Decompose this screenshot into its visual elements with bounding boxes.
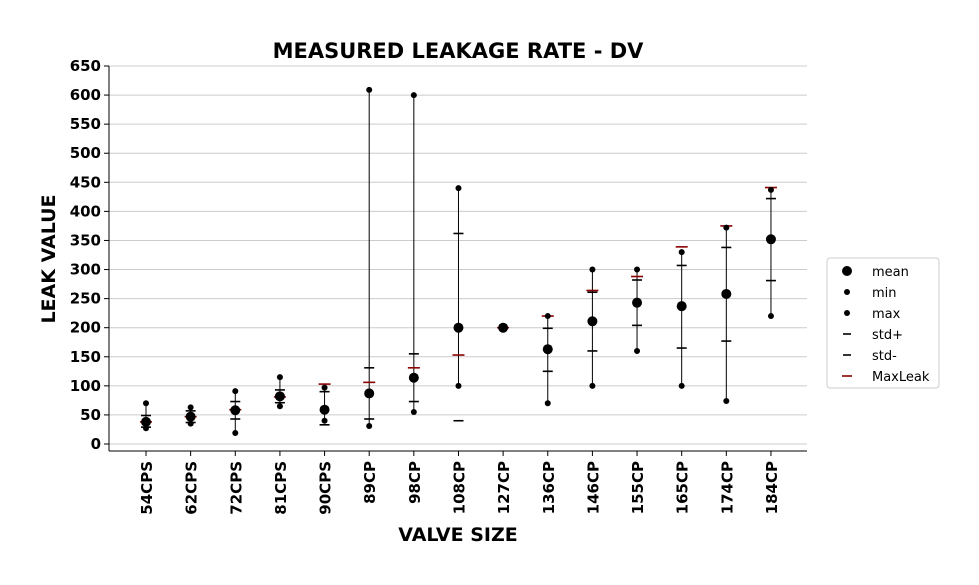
mean-point bbox=[676, 301, 687, 312]
legend-marker-max bbox=[844, 310, 850, 316]
x-axis-label: VALVE SIZE bbox=[398, 524, 517, 546]
x-tick-label: 54CPS bbox=[138, 461, 156, 515]
mean-point bbox=[141, 416, 151, 427]
x-tick-label: 146CP bbox=[584, 461, 602, 514]
max-point bbox=[276, 374, 283, 381]
mean-point bbox=[364, 388, 375, 399]
x-tick-label: 136CP bbox=[540, 461, 558, 514]
max-point bbox=[366, 86, 373, 93]
min-point bbox=[187, 420, 194, 427]
y-tick-label: 600 bbox=[70, 86, 101, 104]
legend-marker-mean bbox=[842, 266, 852, 276]
max-point bbox=[544, 313, 551, 320]
mean-point bbox=[587, 316, 598, 327]
legend: mean min max std+ std- MaxLeak bbox=[826, 257, 940, 389]
mean-point bbox=[319, 404, 330, 415]
x-tick-label: 62CPS bbox=[183, 461, 201, 515]
min-point bbox=[232, 429, 239, 436]
x-tick-label: 108CP bbox=[450, 461, 468, 514]
y-axis-ticks: 0 50 100 150 200 250 300 350 400 450 500 550 600 650 bbox=[70, 57, 109, 453]
min-point bbox=[321, 417, 328, 424]
max-point bbox=[723, 224, 730, 231]
max-point bbox=[634, 266, 641, 273]
y-tick-label: 150 bbox=[70, 348, 101, 366]
min-point bbox=[455, 382, 462, 389]
y-tick-label: 50 bbox=[80, 406, 101, 424]
x-tick-label: 127CP bbox=[495, 461, 513, 514]
mean-point bbox=[230, 405, 241, 416]
legend-label: std- bbox=[872, 349, 897, 364]
min-point bbox=[366, 422, 373, 429]
y-tick-label: 500 bbox=[70, 144, 101, 162]
legend-marker-min bbox=[844, 289, 850, 295]
max-point bbox=[143, 400, 149, 407]
max-point bbox=[187, 404, 194, 411]
y-tick-label: 650 bbox=[70, 57, 101, 75]
x-tick-label: 184CP bbox=[763, 461, 781, 514]
legend-label: std+ bbox=[872, 328, 903, 343]
min-point bbox=[634, 347, 641, 354]
y-tick-label: 550 bbox=[70, 115, 101, 133]
mean-point bbox=[721, 288, 732, 299]
legend-label: max bbox=[872, 307, 901, 322]
legend-label: min bbox=[872, 286, 897, 301]
legend-label: MaxLeak bbox=[872, 370, 930, 385]
data-marks bbox=[140, 86, 777, 436]
min-point bbox=[678, 382, 685, 389]
y-axis-label: LEAK VALUE bbox=[38, 194, 60, 323]
min-point bbox=[544, 400, 551, 407]
x-tick-label: 165CP bbox=[674, 461, 692, 514]
y-tick-label: 300 bbox=[70, 261, 101, 279]
max-point bbox=[321, 384, 328, 391]
min-point bbox=[276, 403, 283, 410]
max-point bbox=[232, 388, 239, 395]
max-point bbox=[767, 186, 774, 193]
max-point bbox=[455, 185, 462, 192]
min-point bbox=[589, 382, 596, 389]
x-tick-label: 72CPS bbox=[227, 461, 245, 515]
chart-title: MEASURED LEAKAGE RATE - DV bbox=[273, 39, 645, 63]
y-tick-label: 100 bbox=[70, 377, 101, 395]
mean-point bbox=[453, 322, 464, 333]
max-point bbox=[678, 249, 685, 256]
mean-point bbox=[408, 372, 419, 383]
x-axis-ticks: 54CPS 62CPS 72CPS 81CPS 90CPS 89CP 98CP 108CP 12… bbox=[138, 451, 781, 515]
max-point bbox=[410, 92, 417, 99]
x-tick-label: 90CPS bbox=[317, 461, 335, 515]
mean-point bbox=[274, 391, 285, 402]
min-point bbox=[723, 397, 730, 404]
min-point bbox=[767, 313, 774, 320]
legend-box bbox=[826, 257, 940, 389]
x-tick-label: 89CP bbox=[361, 461, 379, 504]
y-tick-label: 400 bbox=[70, 202, 101, 220]
min-point bbox=[410, 409, 417, 416]
y-tick-label: 0 bbox=[91, 435, 101, 453]
mean-point bbox=[542, 344, 553, 355]
min-point bbox=[143, 425, 149, 432]
legend-label: mean bbox=[872, 265, 909, 280]
x-tick-label: 98CP bbox=[406, 461, 424, 504]
mean-point bbox=[185, 411, 196, 422]
mean-point bbox=[498, 322, 509, 333]
x-tick-label: 174CP bbox=[718, 461, 736, 514]
x-tick-label: 81CPS bbox=[272, 461, 290, 515]
y-tick-label: 350 bbox=[70, 231, 101, 249]
mean-point bbox=[632, 297, 643, 308]
y-tick-label: 200 bbox=[70, 319, 101, 337]
max-point bbox=[589, 266, 596, 273]
mean-point bbox=[765, 234, 776, 245]
y-tick-label: 450 bbox=[70, 173, 101, 191]
x-tick-label: 155CP bbox=[629, 461, 647, 514]
y-tick-label: 250 bbox=[70, 290, 101, 308]
